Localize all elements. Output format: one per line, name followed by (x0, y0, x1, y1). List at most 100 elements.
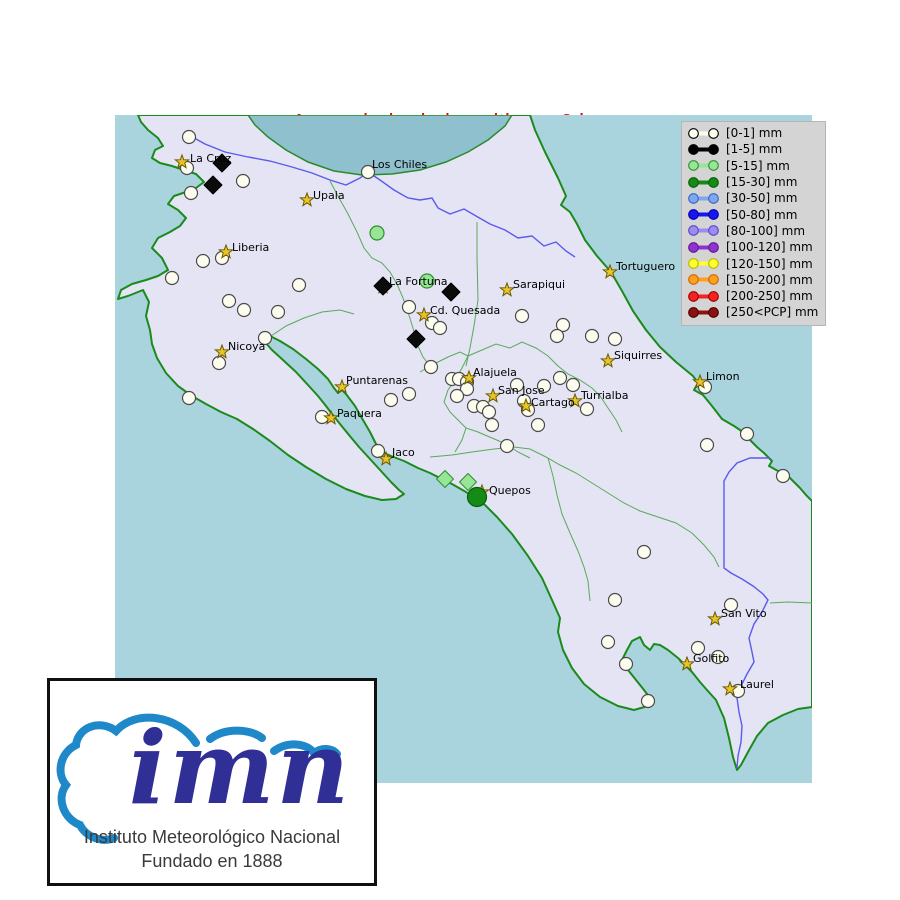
rivers-and-borders (186, 133, 770, 769)
station-marker-rain-0-1mm (565, 377, 581, 393)
city-label: Paquera (337, 407, 382, 420)
city-label: Los Chiles (372, 158, 427, 171)
legend-item: [150-200] mm (687, 272, 818, 288)
city-label: Laurel (740, 678, 774, 691)
station-marker-rain-0-1mm (530, 417, 546, 433)
legend-marker-icon (688, 192, 719, 204)
station-marker-rain-0-1mm (549, 328, 565, 344)
station-marker-rain-0-1mm (401, 386, 417, 402)
city-label: Cartago (531, 396, 575, 409)
legend-marker-icon (688, 241, 719, 253)
city-star-icon (377, 450, 395, 466)
station-marker-rain-0-1mm (360, 164, 376, 180)
legend-item-label: [0-1] mm (726, 126, 783, 141)
station-marker-rain-0-1mm (775, 468, 791, 484)
station-marker-rain-0-1mm (195, 253, 211, 269)
legend-item-label: [5-15] mm (726, 158, 790, 173)
station-marker-rain-0-1mm (555, 317, 571, 333)
station-marker-rain-0-1mm (584, 328, 600, 344)
city-star-icon (498, 281, 516, 297)
station-marker-rain-0-1mm (600, 634, 616, 650)
city-star-icon (678, 655, 696, 671)
city-label: Alajuela (473, 366, 517, 379)
cloud-icon (56, 713, 341, 844)
city-label: Quepos (489, 484, 531, 497)
city-star-icon (599, 352, 617, 368)
city-star-icon (706, 610, 724, 626)
station-marker-rain-0-1mm (723, 597, 739, 613)
legend-marker-icon (688, 274, 719, 286)
legend-item: [15-30] mm (687, 174, 818, 190)
legend-item-label: [15-30] mm (726, 175, 798, 190)
legend-item: [50-80] mm (687, 206, 818, 222)
legend-marker-icon (688, 176, 719, 188)
city-star-icon (721, 680, 739, 696)
city-label: Jaco (391, 446, 415, 459)
lake-nicaragua (247, 115, 513, 176)
station-marker-rain-0-1mm (181, 390, 197, 406)
city-label: Tortuguero (615, 260, 675, 273)
city-label: La Fortuna (389, 275, 448, 288)
panama-border (723, 457, 770, 769)
station-marker-rain-0-1mm (607, 592, 623, 608)
city-label: Puntarenas (346, 374, 408, 387)
legend-item-label: [80-100] mm (726, 223, 806, 238)
legend-item-label: [250<PCP] mm (726, 305, 819, 320)
station-marker-rain-0-1mm (221, 293, 237, 309)
costa-rica-landmass (117, 115, 812, 771)
city-label: Limon (706, 370, 740, 383)
station-marker-rain-0-1mm (514, 308, 530, 324)
legend-marker-icon (688, 209, 719, 220)
city-label: Siquirres (614, 349, 662, 362)
station-marker-rain-1-5mm (373, 276, 393, 296)
precipitation-legend: [0-1] mm [1-5] mm [5-15] mm [15-30] mm [30-5… (681, 121, 827, 326)
station-markers (164, 129, 791, 709)
legend-marker-icon (688, 258, 719, 269)
legend-item: [120-150] mm (687, 255, 818, 271)
city-label: San Jose (498, 384, 545, 397)
station-marker-rain-0-1mm (423, 359, 439, 375)
legend-item: [80-100] mm (687, 223, 818, 239)
station-marker-rain-0-1mm (607, 331, 623, 347)
city-stars (173, 153, 739, 696)
station-marker-rain-0-1mm (164, 270, 180, 286)
legend-items: [0-1] mm [1-5] mm [5-15] mm [15-30] mm [30-5… (687, 125, 818, 321)
station-marker-rain-0-1mm (401, 299, 417, 315)
station-marker-rain-0-1mm (383, 392, 399, 408)
imn-acronym: imn (129, 709, 352, 827)
station-marker-rain-1-5mm (441, 282, 461, 302)
station-marker-rain-1-5mm (212, 153, 232, 173)
station-marker-rain-0-1mm (291, 277, 307, 293)
legend-item-label: [100-120] mm (726, 240, 813, 255)
station-marker-rain-0-1mm (690, 640, 706, 656)
legend-item-label: [50-80] mm (726, 207, 798, 222)
city-star-icon (322, 409, 340, 425)
legend-item: [1-5] mm (687, 141, 818, 157)
costa-rica-map: La Cruz Upala Los Chiles Liberia La Fortuna C… (115, 115, 812, 783)
city-labels: La Cruz Upala Los Chiles Liberia La Fortuna C… (190, 152, 774, 691)
city-star-icon (517, 397, 535, 413)
legend-marker-icon (688, 225, 719, 237)
city-star-icon (484, 387, 502, 403)
station-marker-rain-0-1mm (499, 438, 515, 454)
city-label: Liberia (232, 241, 269, 254)
station-marker-rain-0-1mm (181, 129, 197, 145)
legend-item-label: [1-5] mm (726, 142, 783, 157)
city-star-icon (415, 306, 433, 322)
city-label: San Vito (721, 607, 767, 620)
legend-item: [250<PCP] mm (687, 304, 818, 320)
station-marker-rain-5-15mm-diamond (436, 470, 454, 488)
station-marker-rain-0-1mm (481, 404, 497, 420)
station-marker-rain-0-1mm (370, 443, 386, 459)
city-label: La Cruz (190, 152, 232, 165)
station-marker-rain-0-1mm (235, 173, 251, 189)
station-marker-rain-15-30mm (466, 486, 488, 508)
station-marker-rain-0-1mm (636, 544, 652, 560)
city-label: Upala (313, 189, 345, 202)
city-label: Sarapiqui (513, 278, 565, 291)
city-label: Nicoya (228, 340, 265, 353)
station-marker-rain-0-1mm (509, 377, 525, 393)
legend-marker-icon (688, 144, 719, 155)
station-marker-rain-0-1mm (618, 656, 634, 672)
imn-logo-graphic: imn (56, 709, 352, 844)
